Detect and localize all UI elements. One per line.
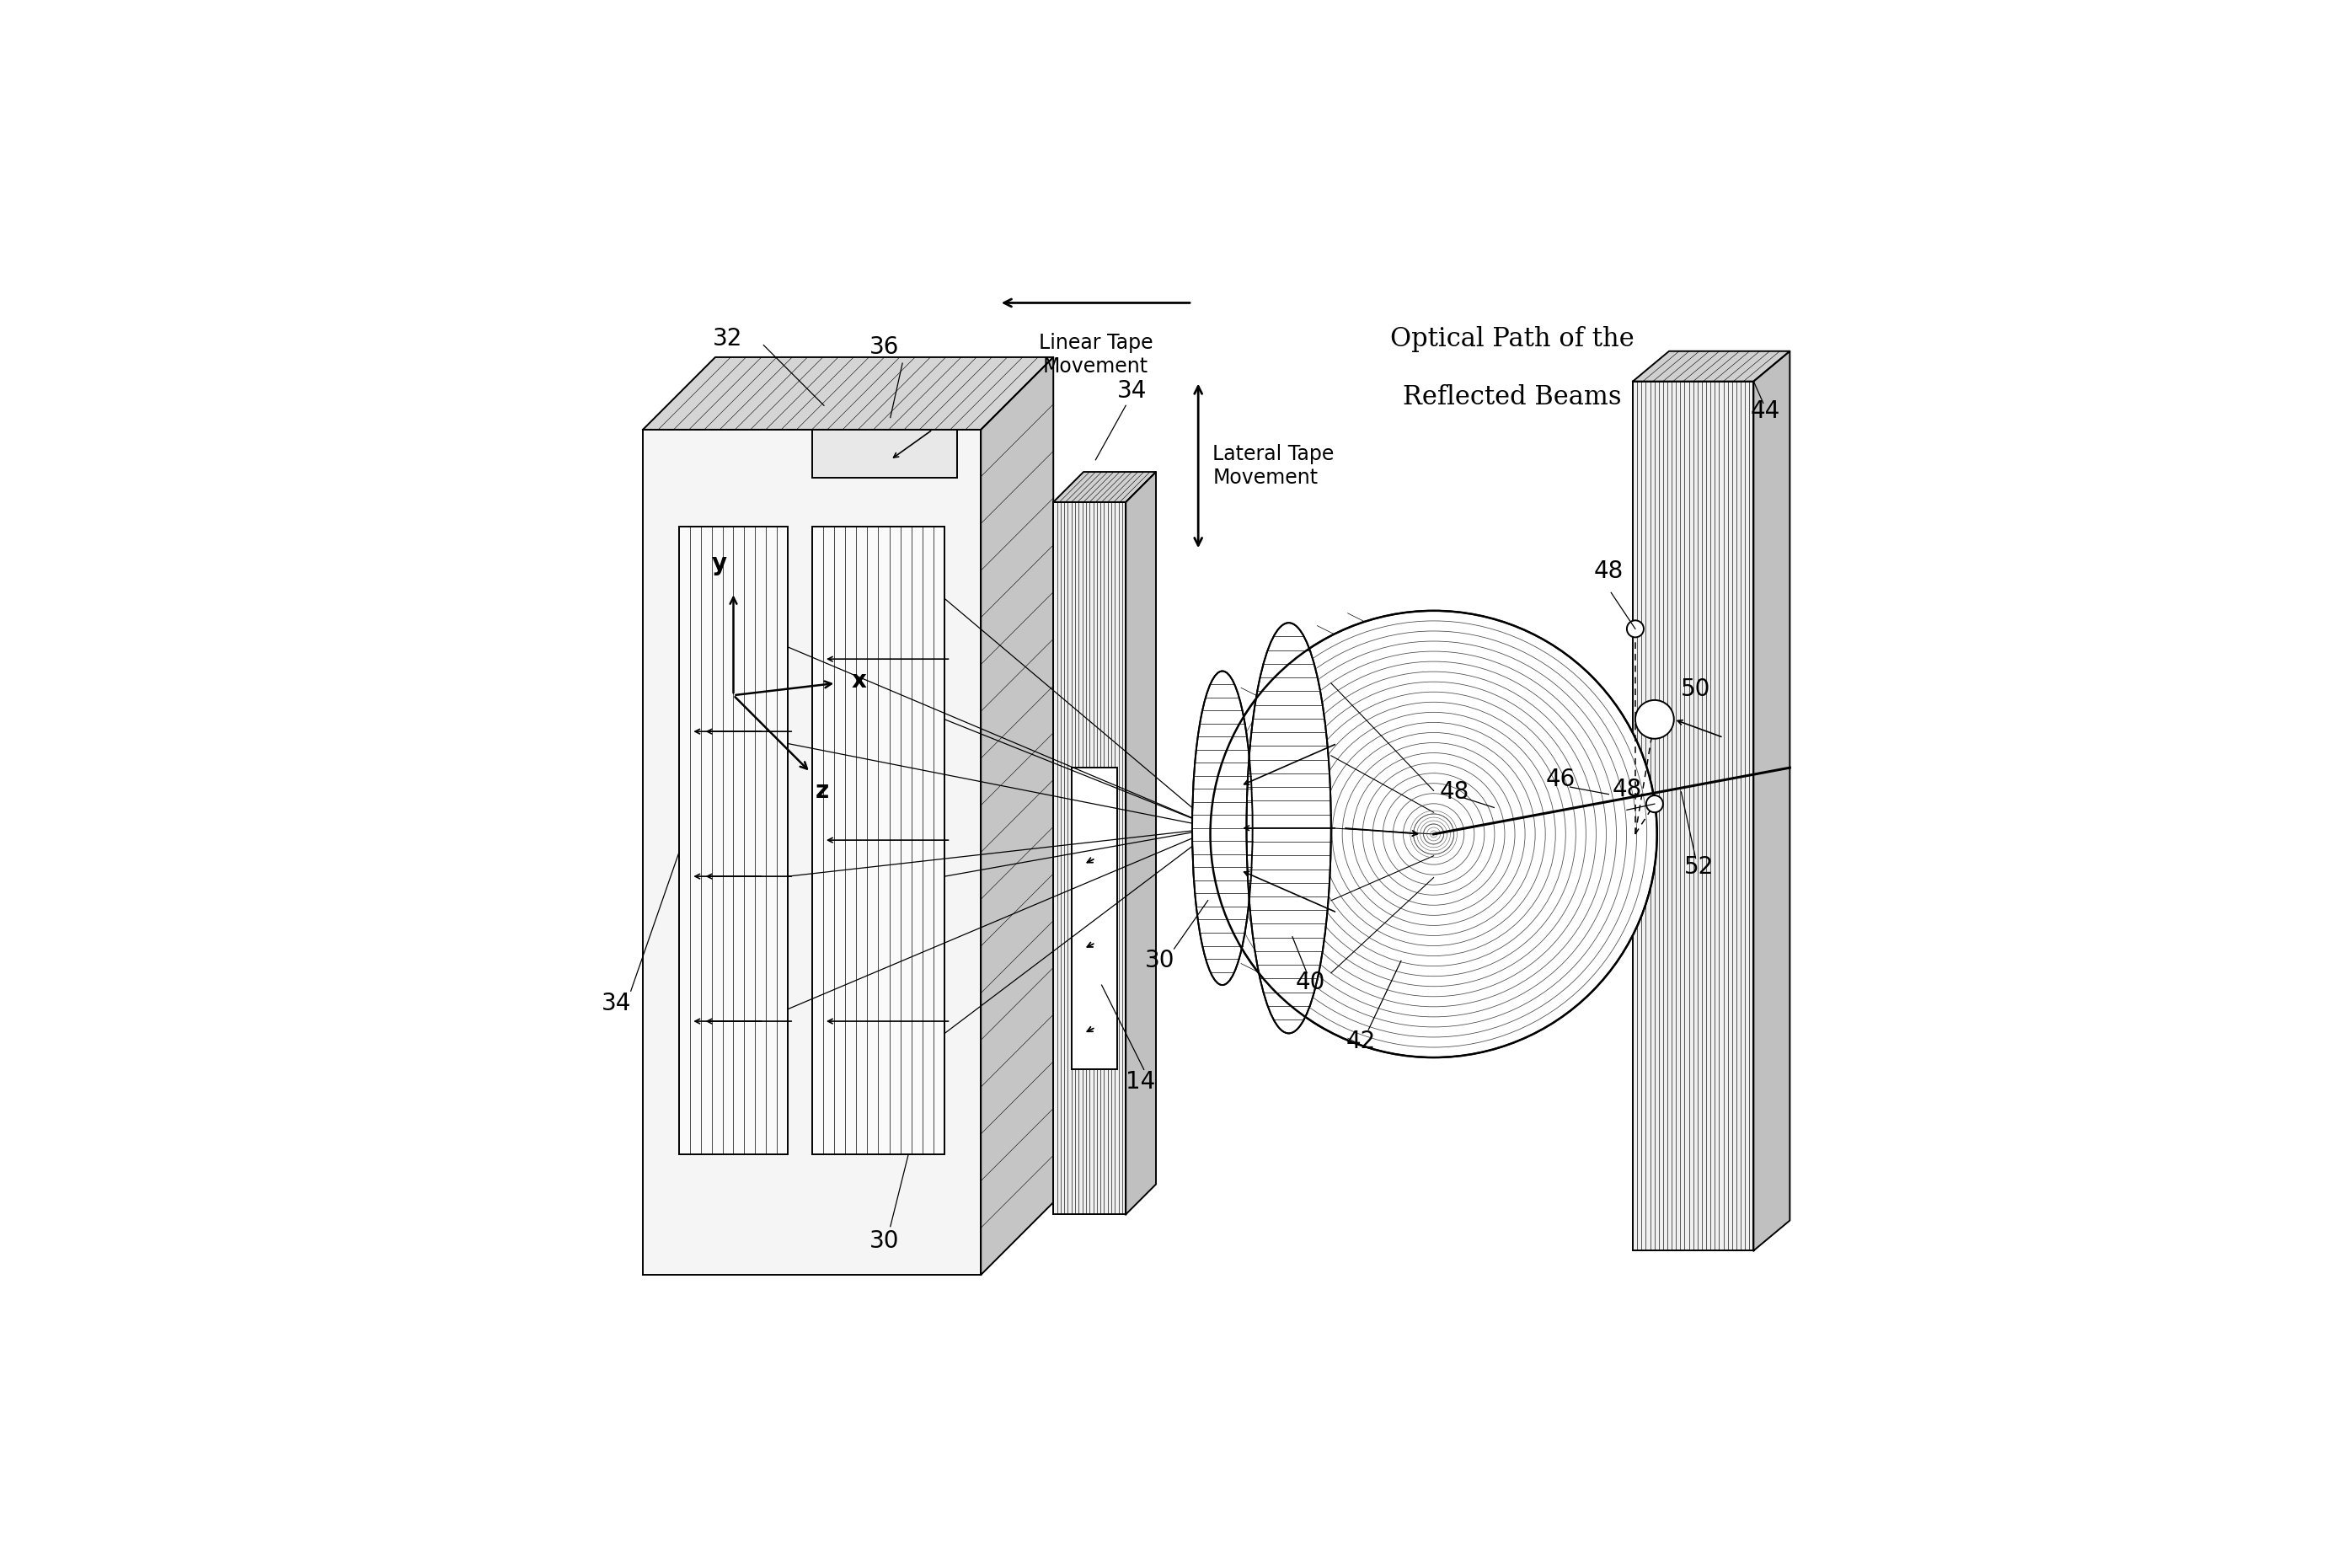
Text: 30: 30 xyxy=(870,1229,900,1253)
Bar xyxy=(678,527,788,1154)
Text: 48: 48 xyxy=(1595,560,1623,583)
Text: 36: 36 xyxy=(870,336,900,359)
Text: 48: 48 xyxy=(1440,779,1468,804)
Polygon shape xyxy=(1754,351,1791,1251)
Text: Optical Path of the: Optical Path of the xyxy=(1391,326,1634,353)
Polygon shape xyxy=(1127,472,1155,1214)
Text: 40: 40 xyxy=(1295,971,1326,994)
Polygon shape xyxy=(1054,472,1155,502)
Ellipse shape xyxy=(1192,671,1253,985)
Polygon shape xyxy=(982,358,1054,1275)
Text: z: z xyxy=(816,779,830,803)
Bar xyxy=(811,527,945,1154)
Polygon shape xyxy=(1632,351,1791,381)
Bar xyxy=(1071,768,1118,1069)
Text: 44: 44 xyxy=(1751,400,1782,423)
Polygon shape xyxy=(1632,381,1754,1251)
Polygon shape xyxy=(1054,502,1127,1214)
Text: 34: 34 xyxy=(1118,379,1146,403)
Text: 52: 52 xyxy=(1683,855,1714,878)
Text: y: y xyxy=(711,552,727,575)
Bar xyxy=(811,430,956,478)
Polygon shape xyxy=(643,430,982,1275)
Ellipse shape xyxy=(1246,622,1330,1033)
Text: Reflected Beams: Reflected Beams xyxy=(1403,384,1623,411)
Circle shape xyxy=(1634,699,1674,739)
Text: 42: 42 xyxy=(1347,1030,1377,1054)
Text: x: x xyxy=(851,670,867,693)
Text: 50: 50 xyxy=(1681,677,1711,701)
Text: 30: 30 xyxy=(1146,949,1174,972)
Text: 14: 14 xyxy=(1125,1069,1155,1093)
Text: Lateral Tape
Movement: Lateral Tape Movement xyxy=(1213,444,1335,488)
Text: 32: 32 xyxy=(713,328,741,351)
Text: Linear Tape
Movement: Linear Tape Movement xyxy=(1038,332,1153,376)
Text: 48: 48 xyxy=(1611,778,1641,801)
Circle shape xyxy=(1646,795,1662,812)
Text: 34: 34 xyxy=(601,991,631,1014)
Text: 46: 46 xyxy=(1545,768,1576,792)
Circle shape xyxy=(1211,610,1658,1057)
Circle shape xyxy=(1627,621,1644,637)
Polygon shape xyxy=(643,358,1054,430)
